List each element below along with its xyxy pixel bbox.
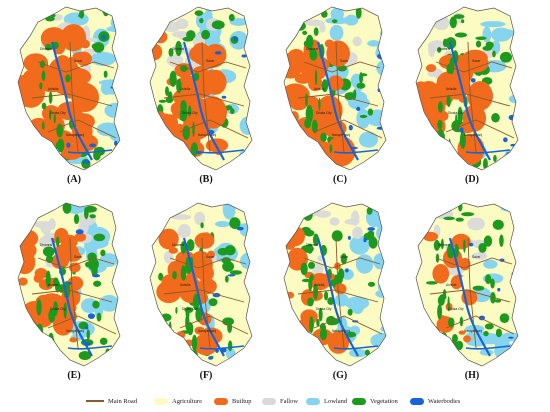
town-label: Dhaka City — [182, 111, 198, 115]
panel-label: (F) — [199, 370, 213, 381]
legend-label: Builtup — [232, 397, 252, 405]
town-label: Dhamrai — [172, 47, 184, 51]
land-cover-layer — [416, 203, 518, 366]
map-legend: Main Road Agriculture Builtup Fallow Low… — [0, 395, 550, 409]
town-label: Narayanganj — [198, 133, 216, 137]
town-label: Ashulia — [446, 283, 457, 287]
town-label: Ashulia — [314, 87, 325, 91]
panel-label: (A) — [67, 174, 81, 185]
town-label: Narayanganj — [464, 329, 482, 333]
legend-label: Vegetation — [370, 397, 398, 405]
town-label: Dhamrai — [438, 243, 450, 247]
town-label: Savar — [74, 255, 83, 259]
land-cover-map: Dhamrai Savar Ashulia Dhaka City Narayanganj — [283, 6, 387, 171]
fallow-swatch-icon — [262, 397, 276, 405]
map-panel-b: Dhamrai Savar Ashulia Dhaka City Narayanganj… — [140, 2, 272, 192]
panel-label: (D) — [465, 174, 479, 185]
map-panel-d: Dhamrai Savar Ashulia Dhaka City Narayanganj… — [406, 2, 538, 192]
town-label: Ashulia — [48, 283, 59, 287]
panel-label: (H) — [464, 370, 480, 381]
town-label: Dhaka City — [50, 111, 66, 115]
legend-item-vegetation: Vegetation — [352, 395, 398, 407]
legend-item-lowland: Lowland — [306, 395, 347, 407]
land-cover-map: Dhamrai Savar Ashulia Dhaka City Narayanganj — [415, 6, 519, 171]
town-label: Savar — [206, 59, 215, 63]
land-cover-map: Dhamrai Savar Ashulia Dhaka City Narayanganj — [149, 202, 253, 367]
land-cover-layer — [150, 7, 252, 170]
panel-label: (G) — [332, 370, 348, 381]
land-cover-map: Dhamrai Savar Ashulia Dhaka City Narayanganj — [149, 6, 253, 171]
town-label: Narayanganj — [66, 329, 84, 333]
legend-label: Lowland — [324, 397, 348, 405]
panel-label: (C) — [333, 174, 347, 185]
road-line-icon — [86, 400, 104, 402]
town-label: Savar — [472, 59, 481, 63]
legend-item-agriculture: Agriculture — [154, 395, 202, 407]
town-label: Ashulia — [446, 87, 457, 91]
legend-label: Main Road — [108, 397, 138, 405]
town-label: Ashulia — [314, 283, 325, 287]
legend-item-waterbodies: Waterbodies — [410, 395, 460, 407]
town-label: Savar — [206, 255, 215, 259]
lowland-swatch-icon — [306, 397, 320, 405]
land-cover-layer — [416, 7, 518, 170]
town-label: Dhaka City — [448, 307, 464, 311]
legend-item-builtup: Builtup — [214, 395, 252, 407]
map-panel-g: Dhamrai Savar Ashulia Dhaka City Narayanganj… — [274, 198, 406, 388]
town-label: Dhamrai — [40, 243, 52, 247]
legend-label: Waterbodies — [428, 397, 461, 405]
town-label: Savar — [74, 59, 83, 63]
town-label: Narayanganj — [332, 133, 350, 137]
town-label: Ashulia — [180, 283, 191, 287]
town-label: Savar — [472, 255, 481, 259]
town-label: Narayanganj — [198, 329, 216, 333]
town-label: Dhaka City — [316, 307, 332, 311]
land-cover-map: Dhamrai Savar Ashulia Dhaka City Narayanganj — [283, 202, 387, 367]
map-panel-h: Dhamrai Savar Ashulia Dhaka City Narayanganj… — [406, 198, 538, 388]
legend-item-road: Main Road — [86, 395, 137, 407]
town-label: Narayanganj — [66, 133, 84, 137]
town-label: Dhamrai — [306, 47, 318, 51]
land-cover-layer — [18, 7, 120, 170]
agriculture-swatch-icon — [154, 397, 168, 405]
town-label: Narayanganj — [464, 133, 482, 137]
town-label: Dhamrai — [438, 47, 450, 51]
land-cover-map: Dhamrai Savar Ashulia Dhaka City Narayanganj — [415, 202, 519, 367]
legend-label: Fallow — [280, 397, 299, 405]
town-label: Narayanganj — [332, 329, 350, 333]
town-label: Savar — [340, 255, 349, 259]
town-label: Ashulia — [180, 87, 191, 91]
town-label: Dhamrai — [306, 243, 318, 247]
legend-item-fallow: Fallow — [262, 395, 298, 407]
land-cover-layer — [284, 203, 386, 366]
town-label: Savar — [340, 59, 349, 63]
map-panel-a: Dhamrai Savar Ashulia Dhaka City Narayanganj… — [8, 2, 140, 192]
land-cover-map: Dhamrai Savar Ashulia Dhaka City Narayanganj — [17, 6, 121, 171]
town-label: Dhamrai — [40, 47, 52, 51]
map-panel-e: Dhamrai Savar Ashulia Dhaka City Narayanganj… — [8, 198, 140, 388]
town-label: Ashulia — [48, 87, 59, 91]
map-panel-c: Dhamrai Savar Ashulia Dhaka City Narayanganj… — [274, 2, 406, 192]
town-label: Dhaka City — [182, 307, 198, 311]
legend-label: Agriculture — [172, 397, 202, 405]
town-label: Dhaka City — [50, 307, 66, 311]
land-cover-layer — [150, 203, 252, 366]
town-label: Dhamrai — [172, 243, 184, 247]
town-label: Dhaka City — [448, 111, 464, 115]
waterbodies-swatch-icon — [410, 397, 424, 405]
builtup-swatch-icon — [214, 397, 228, 405]
panel-label: (E) — [67, 370, 81, 381]
map-panel-f: Dhamrai Savar Ashulia Dhaka City Narayanganj… — [140, 198, 272, 388]
town-label: Dhaka City — [316, 111, 332, 115]
vegetation-swatch-icon — [352, 397, 366, 405]
panel-label: (B) — [199, 174, 213, 185]
land-cover-map: Dhamrai Savar Ashulia Dhaka City Narayanganj — [17, 202, 121, 367]
